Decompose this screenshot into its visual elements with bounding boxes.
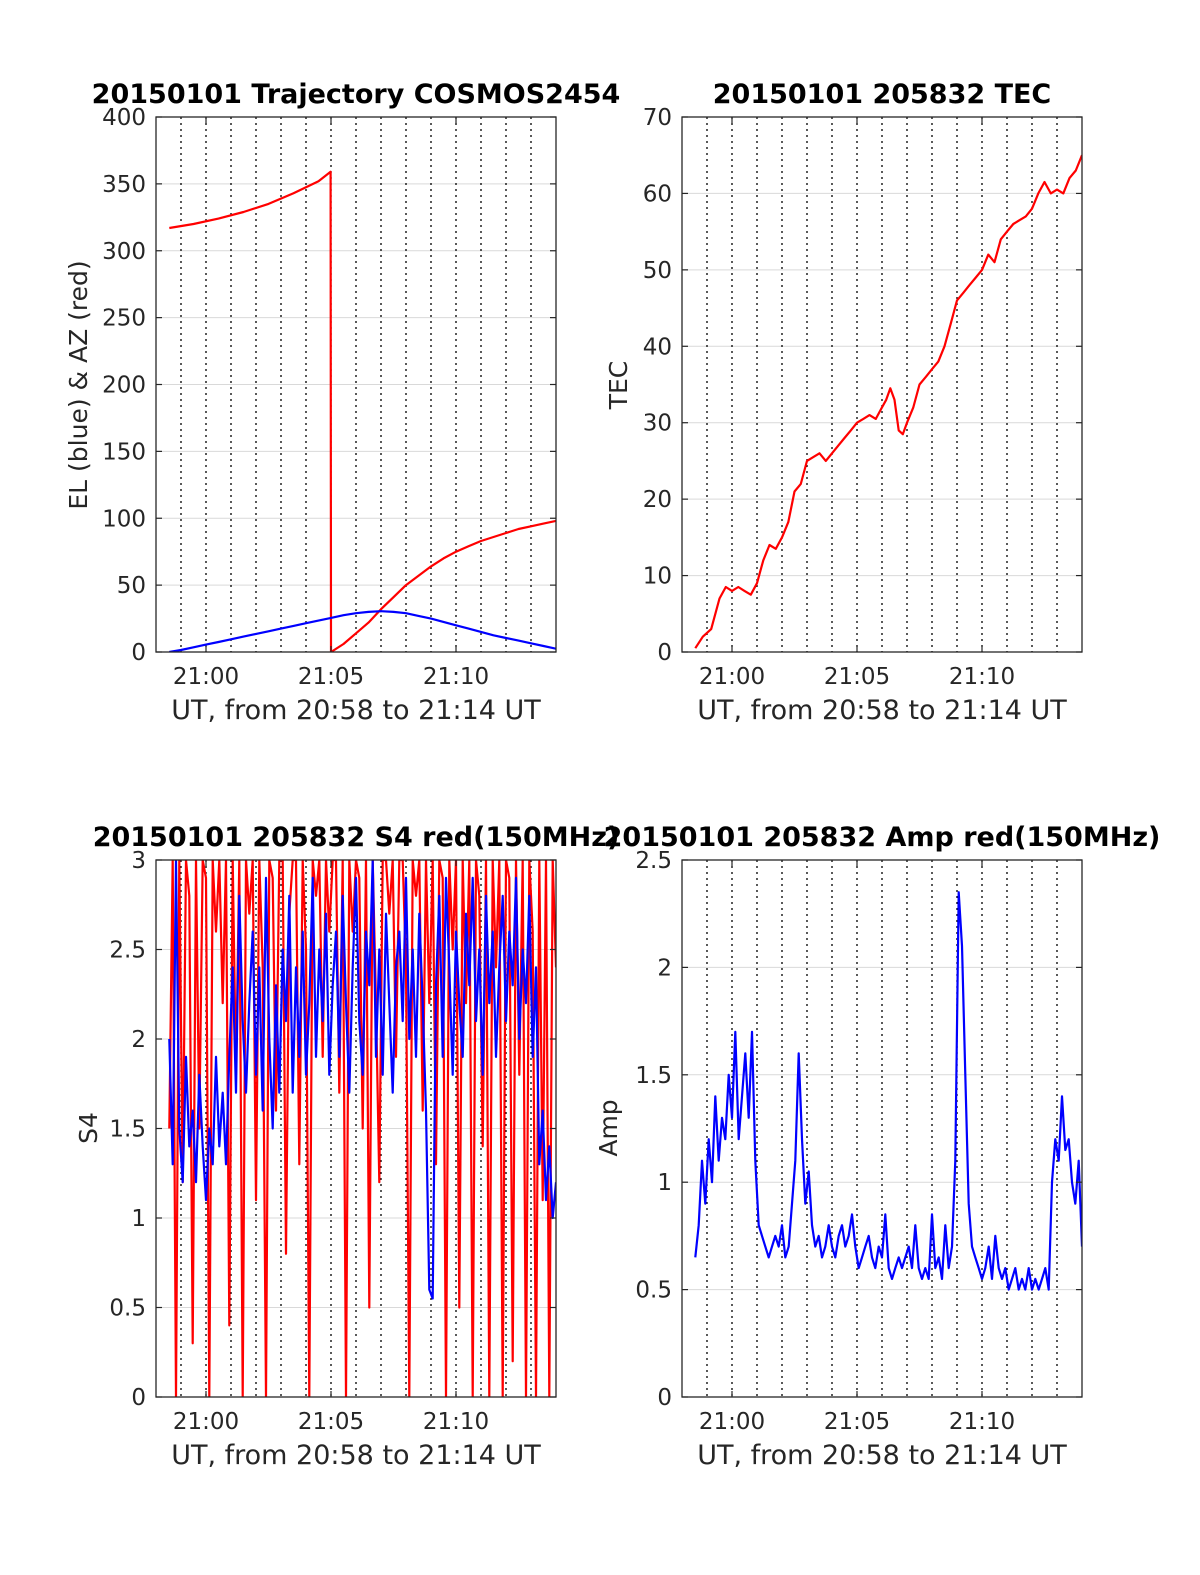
tec-ytick-label-2: 20 [643, 487, 672, 513]
tec-panel: 20150101 205832 TEC UT, from 20:58 to 21… [604, 79, 1083, 726]
tec-ytick-label-4: 40 [643, 334, 672, 360]
tec-ytick-label-3: 30 [643, 411, 672, 437]
s4-xlabel: UT, from 20:58 to 21:14 UT [171, 1440, 541, 1471]
tec-axes-box [681, 116, 1083, 653]
amp-ytick-label-2: 1 [657, 1170, 672, 1196]
trajectory-xtick-label-1: 21:05 [298, 664, 364, 690]
tec-ylabel: TEC [604, 361, 633, 411]
amp-axes-box [681, 859, 1083, 1398]
tec-ytick-label-1: 10 [643, 564, 672, 590]
trajectory-ytick-label-6: 300 [102, 239, 146, 265]
tec-title: 20150101 205832 TEC [713, 79, 1052, 110]
trajectory-ytick-label-5: 250 [102, 306, 146, 332]
s4-series-0 [168, 860, 556, 1397]
s4-title: 20150101 205832 S4 red(150MHz) [93, 822, 620, 853]
s4-ytick-label-2: 1 [131, 1206, 146, 1232]
trajectory-ytick-label-7: 350 [102, 172, 146, 198]
trajectory-series-1 [169, 610, 556, 652]
trajectory-ytick-label-3: 150 [102, 439, 146, 465]
s4-ytick-label-6: 3 [131, 848, 146, 874]
amp-xtick-label-1: 21:05 [824, 1409, 890, 1435]
trajectory-ytick-label-0: 0 [131, 640, 146, 666]
trajectory-ytick-label-8: 400 [102, 105, 146, 131]
trajectory-xtick-label-2: 21:10 [423, 664, 489, 690]
amp-title: 20150101 205832 Amp red(150MHz) [604, 822, 1161, 853]
trajectory-series-group [169, 170, 556, 652]
trajectory-title: 20150101 Trajectory COSMOS2454 [92, 79, 621, 110]
trajectory-ytick-label-4: 200 [102, 373, 146, 399]
amp-ytick-label-1: 0.5 [635, 1278, 672, 1304]
tec-ytick-label-7: 70 [643, 105, 672, 131]
trajectory-ytick-label-2: 100 [102, 506, 146, 532]
amp-xtick-label-0: 21:00 [699, 1409, 765, 1435]
s4-ylabel: S4 [74, 1112, 103, 1144]
tec-series-group [694, 154, 1082, 649]
trajectory-ytick-label-1: 50 [117, 573, 146, 599]
tec-xtick-label-0: 21:00 [699, 664, 765, 690]
trajectory-xlabel: UT, from 20:58 to 21:14 UT [171, 695, 541, 726]
s4-panel: 20150101 205832 S4 red(150MHz) UT, from … [74, 822, 619, 1471]
amp-series-0 [694, 891, 1082, 1291]
s4-xtick-label-1: 21:05 [298, 1409, 364, 1435]
tec-ytick-label-0: 0 [657, 640, 672, 666]
amp-ytick-label-3: 1.5 [635, 1063, 672, 1089]
amp-ytick-label-4: 2 [657, 955, 672, 981]
s4-ytick-label-3: 1.5 [109, 1117, 146, 1143]
amp-series-group [694, 891, 1082, 1291]
tec-xtick-label-1: 21:05 [824, 664, 890, 690]
trajectory-series-0 [169, 170, 556, 652]
s4-ytick-label-4: 2 [131, 1027, 146, 1053]
amp-ylabel: Amp [594, 1099, 623, 1156]
tec-xtick-label-2: 21:10 [949, 664, 1015, 690]
s4-ytick-label-5: 2.5 [109, 938, 146, 964]
s4-xtick-label-0: 21:00 [173, 1409, 239, 1435]
s4-series-1 [168, 860, 556, 1300]
tec-ytick-label-5: 50 [643, 258, 672, 284]
s4-series-group [168, 860, 556, 1397]
amp-ytick-label-5: 2.5 [635, 848, 672, 874]
amp-xlabel: UT, from 20:58 to 21:14 UT [697, 1440, 1067, 1471]
tec-series-0 [694, 154, 1082, 649]
trajectory-ylabel: EL (blue) & AZ (red) [64, 260, 93, 509]
trajectory-panel: 20150101 Trajectory COSMOS2454 UT, from … [64, 79, 620, 726]
s4-ytick-label-1: 0.5 [109, 1296, 146, 1322]
amp-panel: 20150101 205832 Amp red(150MHz) UT, from… [594, 822, 1160, 1471]
tec-xlabel: UT, from 20:58 to 21:14 UT [697, 695, 1067, 726]
tec-ytick-label-6: 60 [643, 181, 672, 207]
s4-xtick-label-2: 21:10 [423, 1409, 489, 1435]
amp-ytick-label-0: 0 [657, 1385, 672, 1411]
amp-xtick-label-2: 21:10 [949, 1409, 1015, 1435]
s4-ytick-label-0: 0 [131, 1385, 146, 1411]
trajectory-xtick-label-0: 21:00 [173, 664, 239, 690]
